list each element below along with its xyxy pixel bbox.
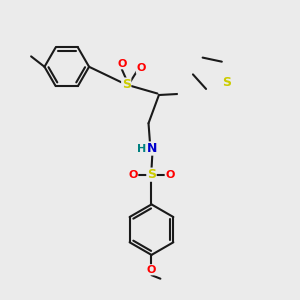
Text: S: S [222,76,231,89]
Text: O: O [165,170,175,180]
Polygon shape [180,44,238,102]
Text: O: O [117,59,127,69]
Text: O: O [128,170,138,180]
Text: O: O [147,265,156,275]
Text: O: O [136,63,146,73]
Polygon shape [178,46,235,102]
Text: N: N [147,142,158,155]
Text: S: S [147,168,156,181]
Text: H: H [137,143,146,154]
Text: S: S [122,78,131,91]
